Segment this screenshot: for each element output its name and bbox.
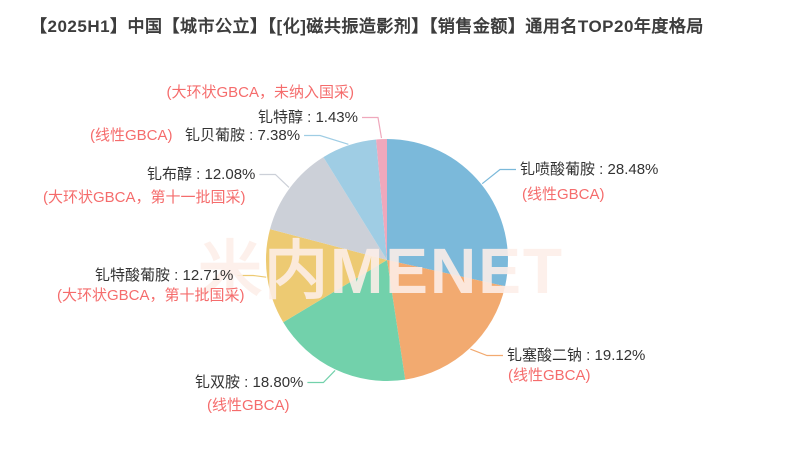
slice-name-label: 钆特酸葡胺 : 12.71% [95,267,234,284]
pie-slice-6[interactable] [323,139,387,261]
leader-line-3 [307,369,336,384]
slice-class-label: (大环状GBCA，第十一批国采) [43,189,246,206]
slice-class-label: (大环状GBCA，第十批国采) [57,287,245,304]
pie-slice-4[interactable] [265,229,387,323]
pie-slice-5[interactable] [270,157,387,260]
slice-name-label: 钆贝葡胺 : 7.38% [185,127,301,144]
slice-class-label: (线性GBCA) [90,127,173,144]
slice-class-label: (大环状GBCA，未纳入国采) [166,84,354,101]
pie-slice-1[interactable] [387,139,508,287]
slice-class-label: (线性GBCA) [508,367,591,384]
slice-class-label: (线性GBCA) [207,397,290,414]
chart-title: 【2025H1】中国【城市公立】【[化]磁共振造影剂】【销售金额】通用名TOP2… [30,17,704,36]
pie-slice-2[interactable] [387,260,506,380]
leader-line-5 [259,173,290,188]
slice-name-label: 钆喷酸葡胺 : 28.48% [520,161,659,178]
leader-line-6 [304,134,349,145]
slice-name-label: 钆布醇 : 12.08% [147,166,256,183]
leader-line-1 [481,168,516,185]
pie-slice-3[interactable] [283,260,406,381]
pie-slice-7[interactable] [376,139,387,260]
slice-name-label: 钆特醇 : 1.43% [257,109,358,126]
pie-chart: 米内MENET 钆喷酸葡胺 : 28.48% (线性GBCA) 钆塞酸二钠 : … [0,64,785,464]
pie-svg [237,116,516,384]
leader-line-2 [470,348,503,357]
leader-line-4 [237,274,267,278]
leader-line-7 [362,116,383,139]
slice-class-label: (线性GBCA) [522,186,605,203]
slice-name-label: 钆双胺 : 18.80% [195,374,304,391]
slice-name-label: 钆塞酸二钠 : 19.12% [507,347,646,364]
